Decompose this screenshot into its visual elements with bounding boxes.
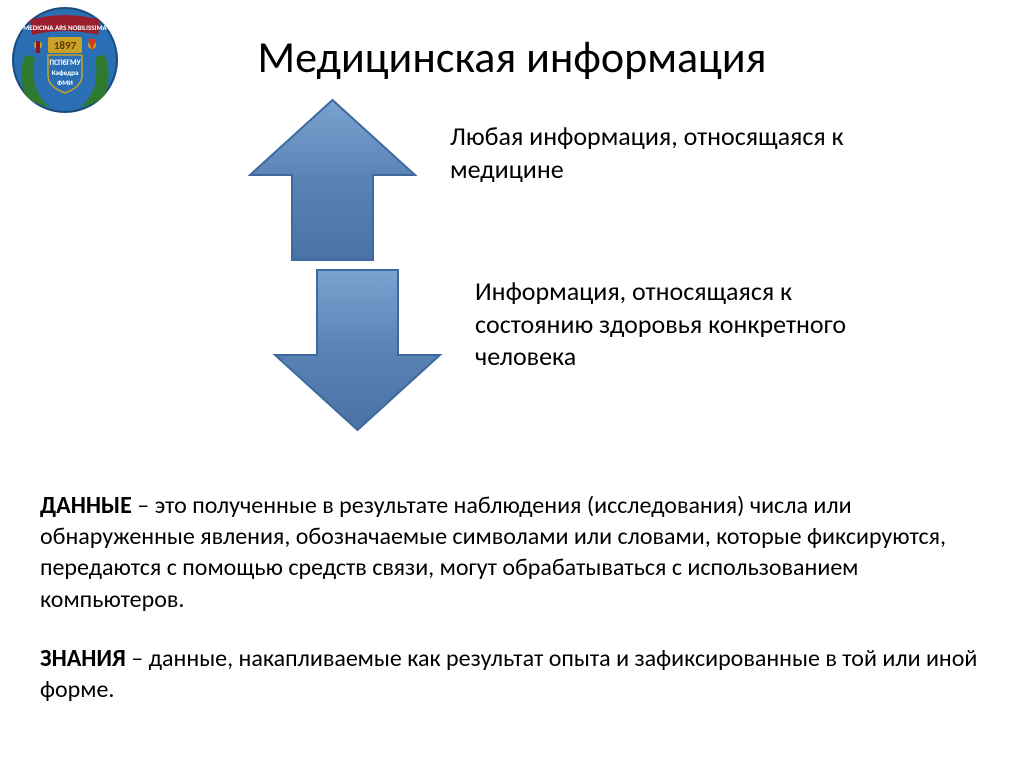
definitions-block: ДАННЫЕ – это полученные в результате наб… xyxy=(40,490,985,733)
slide-title: Медицинская информация xyxy=(0,30,1024,84)
caption-any-info: Любая информация, относящаяся к медицине xyxy=(450,120,850,185)
definition-data: ДАННЫЕ – это полученные в результате наб… xyxy=(40,490,985,615)
caption-health-info: Информация, относящаяся к состоянию здор… xyxy=(475,275,895,373)
text-knowledge: – данные, накапливаемые как результат оп… xyxy=(40,644,977,704)
arrow-up-icon xyxy=(245,95,420,270)
term-knowledge: ЗНАНИЯ xyxy=(40,644,126,673)
text-data: – это полученные в результате наблюдения… xyxy=(40,491,946,614)
term-data: ДАННЫЕ xyxy=(40,491,132,520)
arrow-down-icon xyxy=(270,265,445,440)
definition-knowledge: ЗНАНИЯ – данные, накапливаемые как резул… xyxy=(40,643,985,705)
